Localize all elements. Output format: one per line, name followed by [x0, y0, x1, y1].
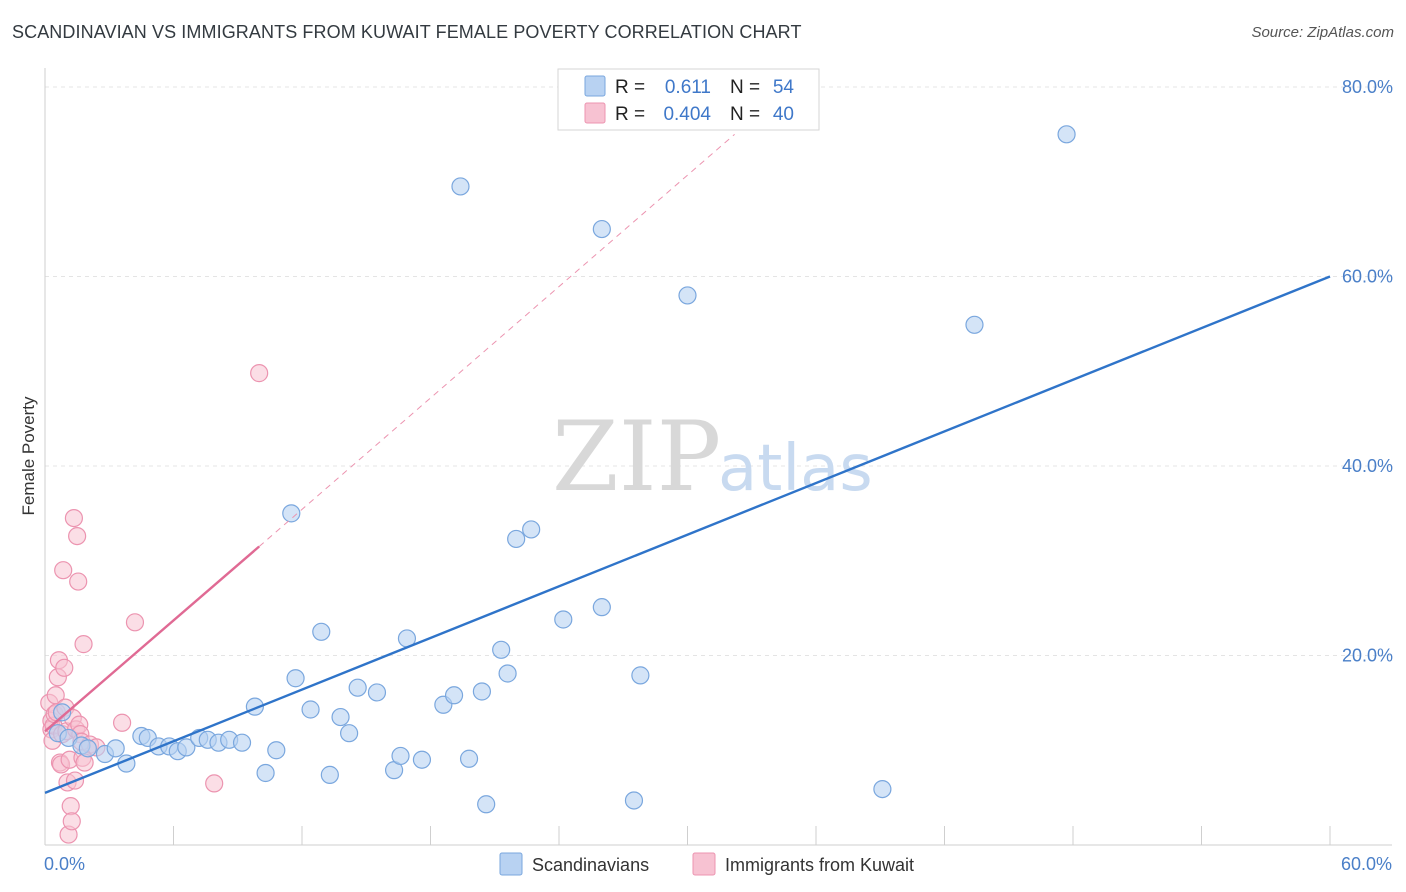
scandinavian-point: [286, 669, 305, 688]
scandinavian-point: [301, 700, 320, 719]
legend-swatch-scandinavian: [584, 75, 606, 97]
scandinavian-point: [472, 682, 491, 701]
series-legend-swatch-kuwait: [692, 852, 716, 876]
kuwait-point: [64, 508, 84, 528]
trend-lines: [44, 133, 1331, 794]
scandinavian-point: [631, 666, 650, 685]
kuwait-point: [54, 561, 73, 580]
kuwait-points: [40, 364, 269, 844]
chart-title: SCANDINAVIAN VS IMMIGRANTS FROM KUWAIT F…: [12, 22, 802, 42]
kuwait-point: [250, 364, 269, 383]
scandinavian-point: [320, 765, 339, 784]
scandinavian-point: [256, 763, 275, 783]
kuwait-point: [61, 797, 80, 816]
legend-r-label-2: R =: [615, 104, 645, 125]
scandinavian-point: [965, 315, 984, 334]
scandinavian-point: [53, 703, 72, 722]
scandinavian-point: [592, 598, 611, 617]
y-tick-labels: 20.0% 40.0% 60.0% 80.0%: [1342, 77, 1393, 666]
legend-n-label-1: N =: [730, 77, 760, 98]
scandinavian-point: [477, 795, 496, 814]
scandinavian-point: [367, 683, 387, 702]
watermark-zip: ZIP: [552, 401, 721, 513]
source-label: Source: ZipAtlas.com: [1251, 24, 1394, 41]
y-tick-label-20: 20.0%: [1342, 645, 1393, 665]
kuwait-point: [125, 613, 145, 632]
y-tick-label-60: 60.0%: [1342, 266, 1393, 286]
scandinavian-point: [592, 219, 611, 239]
correlation-legend: R = 0.611 N = 54 R = 0.404 N = 40: [557, 68, 820, 131]
scandinavian-point: [78, 739, 97, 758]
scandinavian-point: [451, 177, 470, 196]
scandinavian-point: [391, 746, 410, 766]
x-tick-label-max: 60.0%: [1341, 854, 1392, 874]
scandinavian-point: [282, 504, 301, 523]
kuwait-trend-line: [44, 545, 260, 733]
scandinavian-point: [340, 724, 359, 743]
scandinavian-point: [459, 749, 479, 768]
scandinavian-point: [331, 707, 350, 727]
kuwait-point: [68, 526, 87, 546]
legend-r-value-2: 0.404: [663, 104, 711, 125]
scandinavian-point: [312, 622, 331, 641]
kuwait-point: [62, 812, 81, 831]
kuwait-point: [112, 713, 132, 732]
y-tick-label-80: 80.0%: [1342, 77, 1393, 97]
y-tick-label-40: 40.0%: [1342, 456, 1393, 476]
kuwait-trend-extension: [258, 133, 735, 547]
legend-n-value-2: 40: [773, 104, 794, 125]
scandinavian-point: [267, 741, 286, 760]
series-legend: Scandinavians Immigrants from Kuwait: [499, 852, 914, 876]
x-tick-marks: [173, 826, 1331, 845]
legend-r-label-1: R =: [615, 77, 645, 98]
scandinavian-trend-line: [44, 275, 1331, 794]
scandinavian-point: [348, 678, 367, 697]
legend-swatch-kuwait: [584, 102, 606, 124]
scandinavian-point: [507, 529, 526, 549]
scandinavian-point: [873, 779, 892, 799]
legend-n-value-1: 54: [773, 77, 795, 98]
watermark-atlas: atlas: [718, 432, 873, 506]
scandinavian-point: [412, 750, 432, 769]
series-legend-label-kuwait: Immigrants from Kuwait: [725, 855, 914, 875]
legend-n-label-2: N =: [730, 104, 760, 125]
series-legend-swatch-scandinavian: [499, 852, 523, 876]
scandinavian-point: [444, 686, 464, 705]
scandinavian-point: [624, 791, 644, 810]
grid-lines: [45, 86, 1392, 656]
scandinavian-point: [498, 664, 517, 683]
y-axis-label: Female Poverty: [19, 396, 38, 516]
scandinavian-point: [492, 640, 511, 659]
kuwait-point: [55, 658, 74, 677]
scandinavian-point: [232, 733, 252, 752]
scandinavian-point: [106, 739, 125, 758]
series-legend-label-scandinavian: Scandinavians: [532, 855, 649, 875]
scandinavian-point: [554, 610, 573, 629]
scandinavian-point: [678, 286, 697, 305]
scandinavian-point: [522, 520, 541, 539]
kuwait-point: [69, 572, 88, 591]
x-tick-label-min: 0.0%: [44, 854, 85, 874]
kuwait-point: [205, 774, 224, 793]
scandinavian-point: [177, 738, 196, 757]
kuwait-point: [74, 635, 93, 654]
scandinavian-points: [48, 125, 1076, 814]
legend-r-value-1: 0.611: [665, 77, 711, 98]
scandinavian-point: [1057, 125, 1076, 144]
